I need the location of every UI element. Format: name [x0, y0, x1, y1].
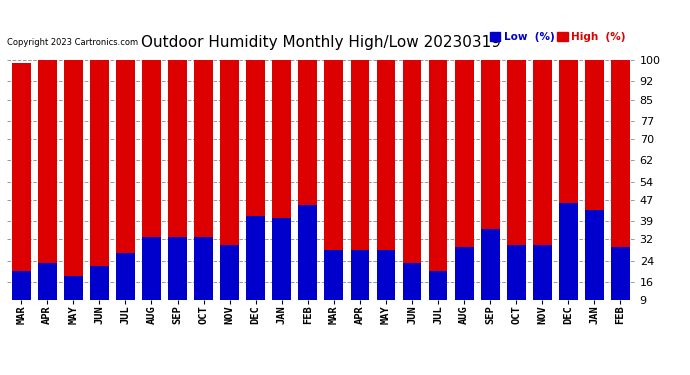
Bar: [116, 60, 135, 300]
Bar: [507, 245, 526, 300]
Bar: [116, 253, 135, 300]
Bar: [273, 218, 291, 300]
Bar: [324, 250, 343, 300]
Bar: [611, 248, 630, 300]
Bar: [585, 60, 604, 300]
Bar: [12, 63, 30, 300]
Bar: [377, 250, 395, 300]
Bar: [168, 237, 187, 300]
Bar: [64, 276, 83, 300]
Bar: [351, 250, 369, 300]
Bar: [168, 60, 187, 300]
Bar: [246, 60, 265, 300]
Bar: [533, 60, 552, 300]
Bar: [611, 60, 630, 300]
Bar: [246, 216, 265, 300]
Bar: [299, 205, 317, 300]
Bar: [220, 245, 239, 300]
Bar: [12, 271, 30, 300]
Bar: [194, 60, 213, 300]
Bar: [351, 60, 369, 300]
Bar: [273, 60, 291, 300]
Bar: [455, 60, 473, 300]
Bar: [38, 60, 57, 300]
Bar: [220, 60, 239, 300]
Bar: [559, 60, 578, 300]
Bar: [428, 60, 448, 300]
Bar: [377, 60, 395, 300]
Bar: [194, 237, 213, 300]
Bar: [142, 237, 161, 300]
Legend: Low  (%), High  (%): Low (%), High (%): [486, 28, 629, 46]
Bar: [585, 210, 604, 300]
Bar: [38, 263, 57, 300]
Bar: [507, 60, 526, 300]
Bar: [403, 263, 422, 300]
Bar: [299, 60, 317, 300]
Bar: [90, 266, 109, 300]
Bar: [64, 60, 83, 300]
Bar: [533, 245, 552, 300]
Title: Outdoor Humidity Monthly High/Low 20230319: Outdoor Humidity Monthly High/Low 202303…: [141, 35, 501, 50]
Bar: [455, 248, 473, 300]
Bar: [481, 60, 500, 300]
Bar: [142, 60, 161, 300]
Bar: [559, 202, 578, 300]
Bar: [481, 229, 500, 300]
Bar: [90, 60, 109, 300]
Bar: [428, 271, 448, 300]
Bar: [324, 60, 343, 300]
Bar: [403, 60, 422, 300]
Text: Copyright 2023 Cartronics.com: Copyright 2023 Cartronics.com: [7, 38, 138, 46]
